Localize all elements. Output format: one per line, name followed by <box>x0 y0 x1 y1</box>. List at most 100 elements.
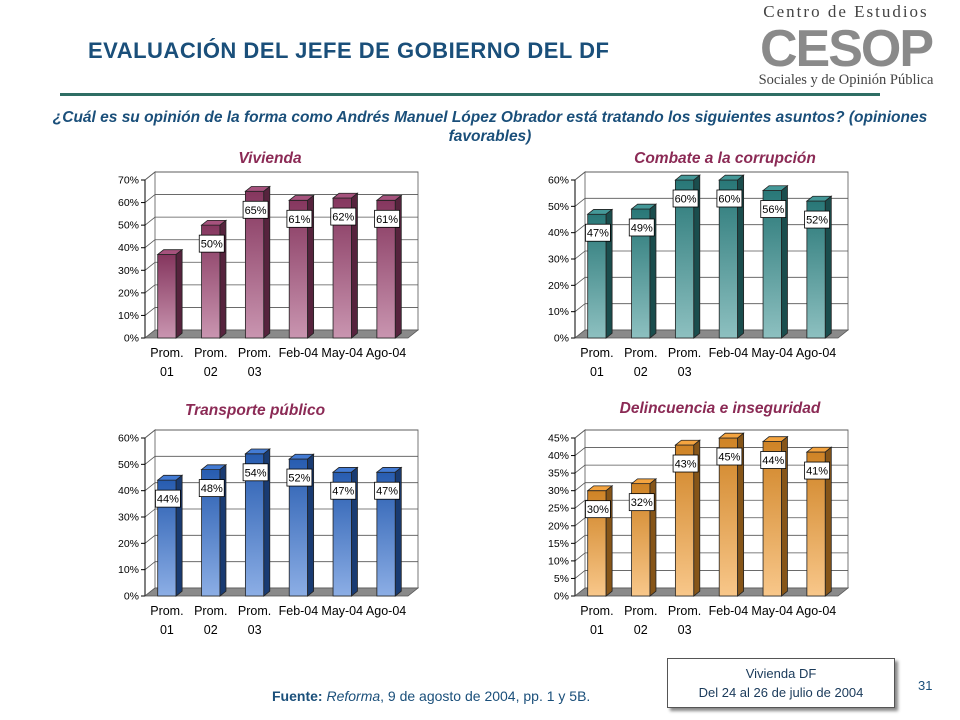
bar-2 <box>674 174 701 339</box>
data-label: 52% <box>288 473 310 485</box>
data-label: 45% <box>718 452 740 464</box>
data-label-box <box>585 500 611 519</box>
chart-transporte: 0% 10% 20% 30% 40% 50% 60% 44% Prom. 01 48% Prom. 02… <box>118 428 420 637</box>
logo-top-text: Centro de Estudios <box>763 2 928 21</box>
note-line-1: Vivienda DF <box>745 666 817 681</box>
y-tick-label: 10% <box>118 310 139 322</box>
x-tick-label: May-04 <box>321 346 363 360</box>
data-label-box <box>628 218 655 237</box>
y-tick-label: 40% <box>118 485 139 497</box>
data-label: 32% <box>631 497 653 509</box>
y-tick-label: 30% <box>548 254 569 266</box>
gridline <box>574 277 586 286</box>
x-tick-label: Feb-04 <box>709 604 749 618</box>
y-tick-label: 10% <box>118 564 139 576</box>
gridline <box>144 561 156 570</box>
bar-2 <box>244 185 271 339</box>
bar-3 <box>718 432 745 597</box>
x-tick-label: 01 <box>590 365 604 379</box>
source-details: , 9 de agosto de 2004, pp. 1 y 5B. <box>380 688 591 704</box>
data-label-box <box>585 223 611 242</box>
data-label: 61% <box>288 214 310 226</box>
data-label: 60% <box>718 194 740 206</box>
x-tick-label: May-04 <box>751 346 793 360</box>
x-tick-label: 01 <box>160 623 174 637</box>
data-label-box <box>198 234 225 253</box>
y-tick-label: 50% <box>118 459 139 471</box>
bar-3 <box>288 453 315 597</box>
x-tick-label: Prom. <box>150 604 183 618</box>
x-tick-label: May-04 <box>321 604 363 618</box>
note-line-2: Del 24 al 26 de julio de 2004 <box>698 685 864 700</box>
y-tick-label: 25% <box>548 503 569 515</box>
data-label-box <box>716 189 743 208</box>
gridline <box>144 194 156 203</box>
x-tick-label: Ago-04 <box>366 604 406 618</box>
chart-title-vivienda: Vivienda <box>238 150 302 167</box>
bar-2 <box>244 448 271 597</box>
x-tick-label: Feb-04 <box>279 346 319 360</box>
data-label-box <box>672 189 699 208</box>
y-tick-label: 30% <box>118 265 139 277</box>
bar-4 <box>331 466 359 597</box>
chart-vivienda: 0% 10% 20% 30% 40% 50% 60% 70% Prom. 01 50% Prom. 02… <box>118 170 420 379</box>
x-tick-label: Prom. <box>238 604 271 618</box>
data-label-box <box>804 210 830 229</box>
chart-side-wall <box>574 428 586 598</box>
chart-side-wall <box>144 170 156 340</box>
data-label: 50% <box>201 239 223 251</box>
y-tick-label: 20% <box>548 280 569 292</box>
y-tick-label: 5% <box>554 573 569 585</box>
x-tick-label: 02 <box>204 623 218 637</box>
y-tick-label: 30% <box>118 512 139 524</box>
x-tick-label: Feb-04 <box>279 604 319 618</box>
x-tick-label: Ago-04 <box>366 346 406 360</box>
gridline <box>574 171 586 181</box>
gridline <box>574 303 586 312</box>
y-tick-label: 10% <box>548 555 569 567</box>
source-publication: Reforma <box>326 688 381 704</box>
gridline <box>574 482 586 491</box>
y-tick-label: 50% <box>548 201 569 213</box>
x-tick-label: Prom. <box>624 604 657 618</box>
data-label: 44% <box>157 494 179 506</box>
data-label-box <box>242 463 269 482</box>
data-label-box <box>672 454 699 473</box>
x-tick-label: 02 <box>634 623 648 637</box>
bar-1 <box>200 463 228 597</box>
data-label: 60% <box>675 194 697 206</box>
source-label: Fuente: <box>272 688 323 704</box>
y-tick-label: 0% <box>124 333 139 345</box>
data-label-box <box>374 481 400 500</box>
bar-4 <box>331 192 359 339</box>
page-title: EVALUACIÓN DEL JEFE DE GOBIERNO DEL DF <box>88 38 610 63</box>
x-tick-label: 03 <box>678 623 692 637</box>
chart-title-transporte: Transporte público <box>184 402 326 419</box>
source-note: Fuente: Reforma, 9 de agosto de 2004, pp… <box>272 688 590 704</box>
y-tick-label: 20% <box>118 538 139 550</box>
x-tick-label: Ago-04 <box>796 346 836 360</box>
x-tick-label: Prom. <box>194 346 227 360</box>
x-tick-label: Prom. <box>580 346 613 360</box>
data-label-box <box>760 200 787 218</box>
y-tick-label: 40% <box>548 227 569 239</box>
x-tick-label: 02 <box>204 365 218 379</box>
x-tick-label: Ago-04 <box>796 604 836 618</box>
data-label-box <box>155 489 181 508</box>
gridline <box>144 508 156 518</box>
x-tick-label: Prom. <box>194 604 227 618</box>
data-label-box <box>330 481 357 500</box>
y-tick-label: 50% <box>118 220 139 232</box>
data-label-box <box>760 451 787 469</box>
survey-question: ¿Cuál es su opinión de la forma como And… <box>52 109 928 145</box>
data-label-box <box>804 461 830 480</box>
x-tick-label: Prom. <box>580 604 613 618</box>
data-label-box <box>198 479 225 497</box>
chart-title-delincuencia: Delincuencia e inseguridad <box>619 400 821 417</box>
data-label: 44% <box>762 455 784 467</box>
y-tick-label: 60% <box>118 197 139 209</box>
x-tick-label: Prom. <box>668 346 701 360</box>
y-tick-label: 45% <box>548 433 569 445</box>
x-tick-label: 03 <box>248 365 262 379</box>
y-tick-label: 10% <box>548 306 569 318</box>
